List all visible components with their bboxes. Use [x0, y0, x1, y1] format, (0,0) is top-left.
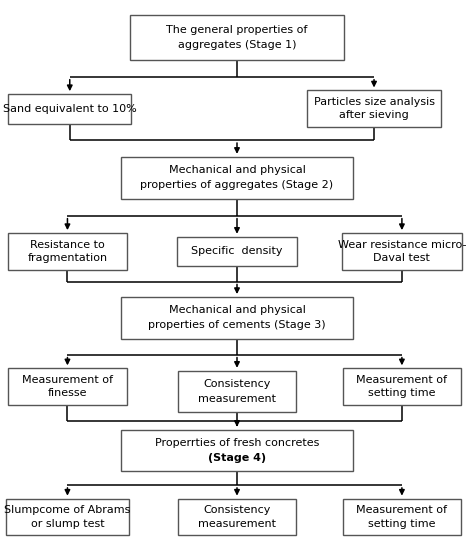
Bar: [343, 368, 461, 405]
Bar: [8, 94, 131, 124]
Bar: [341, 233, 462, 270]
Bar: [121, 157, 353, 199]
Text: Consistency: Consistency: [203, 505, 271, 516]
Text: finesse: finesse: [48, 388, 87, 399]
Bar: [8, 233, 127, 270]
Text: Mechanical and physical: Mechanical and physical: [169, 305, 305, 315]
Text: Slumpcome of Abrams: Slumpcome of Abrams: [4, 505, 131, 516]
Text: fragmentation: fragmentation: [27, 253, 108, 263]
Text: or slump test: or slump test: [31, 519, 104, 529]
Text: aggregates (Stage 1): aggregates (Stage 1): [178, 40, 296, 50]
Text: The general properties of: The general properties of: [166, 24, 308, 35]
Text: Particles size analysis: Particles size analysis: [313, 97, 435, 107]
Text: Measurement of: Measurement of: [356, 375, 447, 385]
Text: Specific  density: Specific density: [191, 246, 283, 257]
Text: Wear resistance micro-: Wear resistance micro-: [337, 240, 466, 250]
Text: Daval test: Daval test: [374, 253, 430, 263]
Text: (Stage 4): (Stage 4): [208, 453, 266, 463]
Bar: [6, 498, 129, 535]
Text: after sieving: after sieving: [339, 110, 409, 120]
Text: Mechanical and physical: Mechanical and physical: [169, 165, 305, 175]
Bar: [343, 498, 461, 535]
Bar: [178, 498, 296, 535]
Bar: [121, 297, 353, 339]
Text: Consistency: Consistency: [203, 379, 271, 389]
Bar: [307, 91, 441, 127]
Text: measurement: measurement: [198, 519, 276, 529]
Text: setting time: setting time: [368, 519, 436, 529]
Bar: [178, 371, 296, 412]
Bar: [8, 368, 127, 405]
Text: setting time: setting time: [368, 388, 436, 399]
Bar: [130, 15, 344, 60]
Text: Measurement of: Measurement of: [356, 505, 447, 516]
Text: Sand equivalent to 10%: Sand equivalent to 10%: [3, 104, 137, 114]
Text: measurement: measurement: [198, 394, 276, 404]
Text: Measurement of: Measurement of: [22, 375, 113, 385]
Text: Resistance to: Resistance to: [30, 240, 105, 250]
Bar: [121, 429, 353, 471]
Text: properties of cements (Stage 3): properties of cements (Stage 3): [148, 320, 326, 330]
Text: properties of aggregates (Stage 2): properties of aggregates (Stage 2): [140, 180, 334, 190]
Text: Properrties of fresh concretes: Properrties of fresh concretes: [155, 438, 319, 448]
Bar: [177, 237, 297, 266]
